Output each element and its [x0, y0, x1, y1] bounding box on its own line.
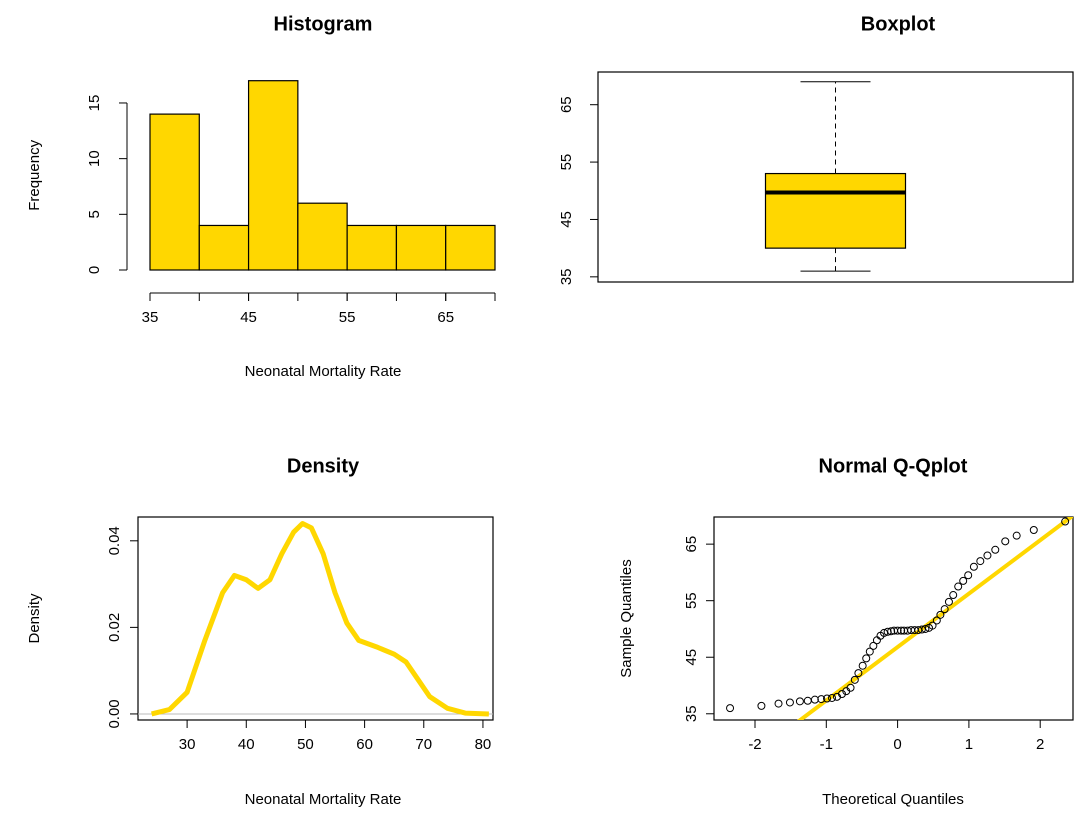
chart-title: Boxplot: [861, 13, 936, 35]
point: [932, 616, 941, 625]
chart-title: Normal Q-Qplot: [819, 455, 968, 477]
point: [949, 591, 958, 600]
point: [1029, 526, 1038, 535]
point: [928, 621, 937, 630]
density-curve: [151, 520, 489, 717]
point: [991, 545, 1000, 554]
y-tick-label: 35: [683, 705, 700, 722]
x-tick-label: 55: [339, 309, 356, 326]
point: [862, 654, 871, 663]
point: [850, 675, 859, 684]
point: [880, 628, 889, 637]
point: [940, 605, 949, 614]
point: [893, 626, 902, 635]
y-tick-label: 65: [683, 536, 700, 553]
x-tick-label: 40: [238, 736, 255, 753]
point: [846, 683, 855, 692]
point: [828, 693, 837, 702]
bar: [395, 224, 447, 271]
x-tick-label: -1: [820, 736, 833, 753]
point: [936, 610, 945, 619]
point: [858, 661, 867, 670]
x-axis-label: Neonatal Mortality Rate: [245, 363, 402, 380]
x-tick-label: 1: [965, 736, 973, 753]
y-tick-label: 45: [558, 211, 575, 228]
y-tick-label: 10: [86, 150, 103, 167]
plot-frame: [137, 516, 494, 721]
point: [954, 582, 963, 591]
point: [757, 701, 766, 710]
point: [959, 576, 968, 585]
point: [872, 636, 881, 645]
x-tick-label: 60: [356, 736, 373, 753]
y-tick-label: 55: [683, 592, 700, 609]
point: [869, 641, 878, 650]
point: [774, 699, 783, 708]
point: [964, 571, 973, 580]
plot-area: [726, 517, 1073, 720]
x-tick-label: 50: [297, 736, 314, 753]
chart-title: Density: [287, 455, 360, 477]
y-tick-label: 0.04: [106, 526, 123, 555]
y-tick-label: 0.00: [106, 699, 123, 728]
y-tick-label: 65: [558, 96, 575, 113]
x-axis-label: Neonatal Mortality Rate: [245, 791, 402, 808]
y-tick-label: 45: [683, 649, 700, 666]
point: [823, 694, 832, 703]
point: [897, 626, 906, 635]
bar: [149, 113, 200, 271]
y-tick-label: 0.02: [106, 613, 123, 642]
point: [1001, 537, 1010, 546]
point: [983, 551, 992, 560]
plot-frame: [713, 516, 1074, 721]
x-tick-label: -2: [748, 736, 761, 753]
bar: [297, 202, 348, 271]
point: [1012, 531, 1021, 540]
bar: [247, 80, 299, 271]
y-axis-label: Density: [26, 593, 43, 644]
x-tick-label: 70: [415, 736, 432, 753]
point: [817, 695, 826, 704]
x-tick-label: 2: [1036, 736, 1044, 753]
point: [976, 557, 985, 566]
point: [917, 625, 926, 634]
x-tick-label: 65: [437, 309, 454, 326]
x-axis-label: Theoretical Quantiles: [822, 791, 964, 808]
point: [785, 698, 794, 707]
y-tick-label: 0: [86, 266, 103, 274]
box: [764, 172, 907, 249]
chart-title: Histogram: [274, 13, 373, 35]
point: [795, 697, 804, 706]
point: [921, 624, 930, 633]
y-tick-label: 15: [86, 95, 103, 112]
x-tick-label: 45: [240, 309, 257, 326]
point: [837, 689, 846, 698]
point: [854, 669, 863, 678]
point: [865, 647, 874, 656]
x-tick-label: 80: [475, 736, 492, 753]
plot-frame: [597, 71, 1074, 283]
qq-line: [796, 517, 1073, 720]
y-axis-label: Frequency: [26, 139, 43, 210]
x-tick-label: 30: [179, 736, 196, 753]
point: [810, 695, 819, 704]
x-tick-label: 0: [893, 736, 901, 753]
point: [887, 627, 896, 636]
point: [944, 597, 953, 606]
y-tick-label: 35: [558, 268, 575, 285]
point: [803, 696, 812, 705]
bar: [445, 224, 496, 271]
x-tick-label: 35: [142, 309, 159, 326]
point: [969, 562, 978, 571]
point: [1061, 517, 1070, 526]
y-axis-label: Sample Quantiles: [618, 559, 635, 677]
bar: [198, 224, 250, 271]
point: [726, 704, 735, 713]
y-tick-label: 55: [558, 154, 575, 171]
y-tick-label: 5: [86, 210, 103, 218]
bar: [346, 224, 398, 271]
